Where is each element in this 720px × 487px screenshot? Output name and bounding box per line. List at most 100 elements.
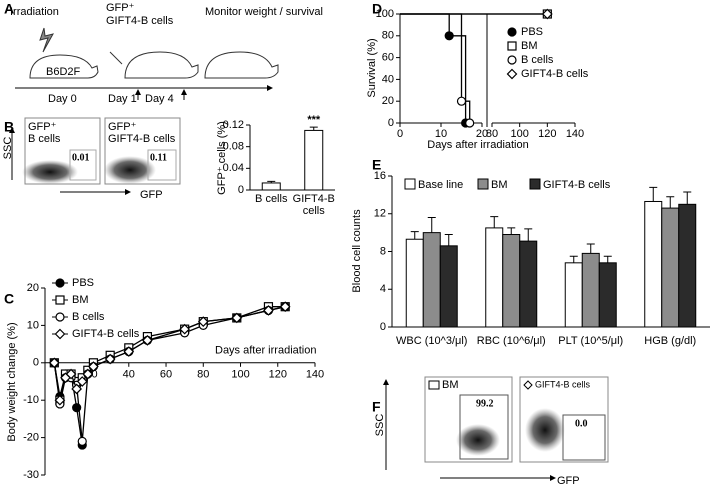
y-tick-label: 0: [238, 184, 244, 196]
x-tick-label: 80: [197, 369, 209, 381]
marker: [123, 346, 135, 357]
strain-label: B6D2F: [46, 66, 81, 78]
x-tick-label: HGB (g/dl): [644, 335, 696, 347]
x-tick-label: 0: [397, 128, 403, 140]
legend-marker: [55, 312, 65, 322]
panel-label: D: [372, 1, 382, 17]
legend-marker: [507, 41, 517, 51]
x-tick-label: 20: [476, 128, 488, 140]
cells-label: GIFT4-B cells: [106, 15, 174, 27]
x-tick-label: 40: [123, 369, 135, 381]
panel-label: A: [4, 1, 14, 17]
legend-label: BM: [72, 294, 89, 306]
y-tick-label: 0.04: [223, 162, 244, 174]
bar: [502, 234, 521, 328]
flow-label: GIFT4-B cells: [535, 379, 591, 389]
bar: [304, 129, 324, 191]
marker: [88, 361, 99, 372]
marker: [104, 353, 116, 365]
x-tick-label: 100: [231, 369, 249, 381]
bar: [661, 207, 680, 328]
legend-label: GIFT4-B cells: [543, 179, 611, 191]
y-tick-label: -30: [23, 469, 39, 481]
bar: [405, 238, 424, 328]
y-tick-label: 20: [27, 282, 39, 294]
y-tick-label: 40: [382, 73, 394, 85]
y-tick-label: 20: [382, 95, 394, 107]
legend-label: B cells: [72, 311, 105, 323]
legend-label: PBS: [72, 277, 94, 289]
schematic: [15, 27, 279, 100]
step-segment: [400, 13, 450, 36]
marker: [48, 357, 60, 369]
legend-swatch: [529, 178, 541, 190]
marker: [76, 376, 88, 387]
bar: [644, 200, 663, 328]
axis-label: GFP: [140, 189, 163, 201]
legend-swatch: [404, 178, 416, 190]
marker: [54, 394, 66, 406]
error-bar: [569, 255, 578, 263]
error-bar: [444, 234, 453, 246]
marker: [231, 312, 243, 324]
step-label: Irradiation: [10, 6, 59, 18]
bar: [581, 252, 600, 328]
x-axis-label: Days after irradiation: [215, 345, 317, 357]
x-tick-label: 60: [160, 369, 172, 381]
x-tick-label: B cells: [255, 193, 288, 205]
x-tick-label: 140: [566, 128, 584, 140]
marker: [263, 305, 274, 316]
marker: [465, 118, 475, 128]
error-bar: [683, 191, 692, 205]
y-axis-label: Survival (%): [366, 38, 378, 97]
flow-label: BM: [442, 379, 459, 391]
error-bar: [586, 243, 595, 254]
y-tick-label: 12: [374, 208, 386, 220]
y-axis-label: GFP⁺ cells (%): [216, 121, 228, 195]
day-label: Day 1: [108, 93, 137, 105]
y-tick-label: 8: [380, 245, 386, 257]
y-tick-label: 16: [374, 170, 386, 182]
axis-label: SSC: [374, 414, 386, 437]
x-tick-label-box: GIFT4-B cells: [293, 193, 335, 217]
gate-value: 0.01: [72, 152, 90, 163]
legend-label: GIFT4-B cells: [521, 68, 589, 80]
y-tick-label: 80: [382, 30, 394, 42]
legend-marker: [55, 278, 65, 288]
marker: [456, 96, 467, 106]
panel-label: B: [4, 119, 14, 135]
x-tick-label: RBC (10^6/μl): [477, 335, 546, 347]
bar: [422, 232, 441, 328]
y-axis-label: Body weight change (%): [6, 322, 18, 441]
bar: [678, 203, 697, 328]
error-bar: [267, 180, 276, 183]
legend-marker: [507, 27, 517, 37]
bar: [261, 182, 281, 191]
panel-label: E: [372, 157, 381, 173]
x-tick-label: 140: [306, 369, 324, 381]
x-tick-label: PLT (10^5/μl): [558, 335, 623, 347]
marker: [444, 31, 454, 41]
marker: [179, 323, 191, 335]
marker: [541, 8, 553, 20]
axis-label: SSC: [2, 137, 14, 160]
flow-label: B cells: [28, 133, 61, 145]
y-tick-label: -10: [23, 394, 39, 406]
legend-label: BM: [491, 179, 508, 191]
flow-label: GFP⁺: [28, 121, 57, 133]
legend-label: BM: [521, 40, 538, 52]
gate-value: 99.2: [476, 398, 494, 409]
marker: [279, 301, 291, 313]
y-tick-label: 60: [382, 52, 394, 64]
y-tick-label: 0: [33, 357, 39, 369]
bar: [439, 245, 458, 328]
error-bar: [603, 255, 612, 263]
marker: [82, 368, 94, 380]
legend-marker: [428, 380, 440, 390]
day-label: Day 4: [145, 93, 174, 105]
flow-plots-b: [9, 117, 181, 195]
marker: [71, 383, 83, 395]
error-bar: [309, 126, 318, 131]
error-bar: [427, 217, 436, 233]
legend-label: PBS: [521, 26, 543, 38]
